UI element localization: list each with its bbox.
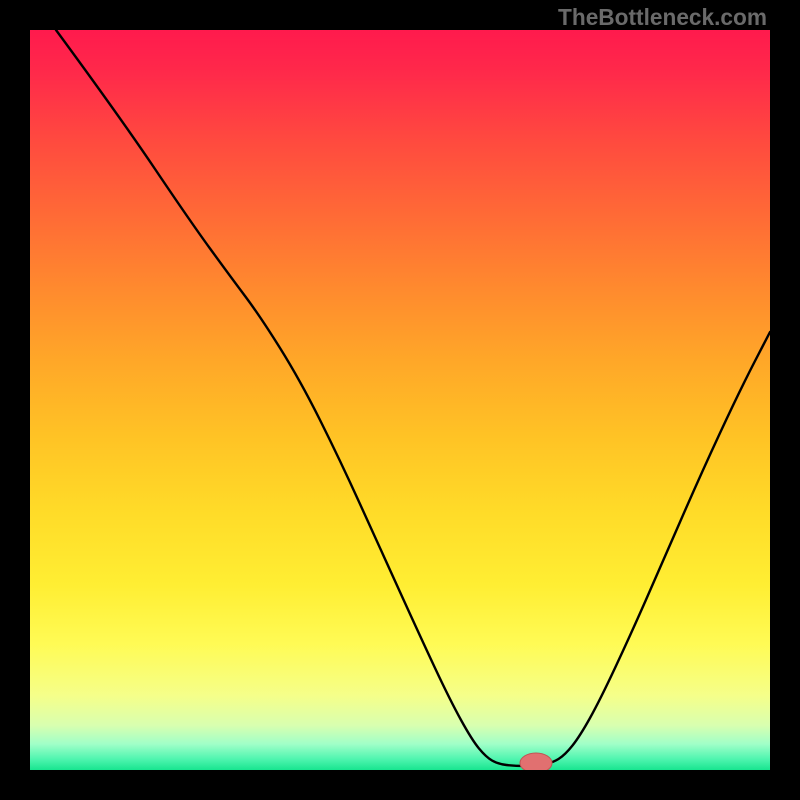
optimal-point-marker bbox=[520, 753, 552, 770]
watermark-text: TheBottleneck.com bbox=[558, 4, 767, 31]
plot-area bbox=[30, 30, 770, 770]
chart-container: { "meta": { "width": 800, "height": 800,… bbox=[0, 0, 800, 800]
bottleneck-curve bbox=[30, 30, 770, 770]
